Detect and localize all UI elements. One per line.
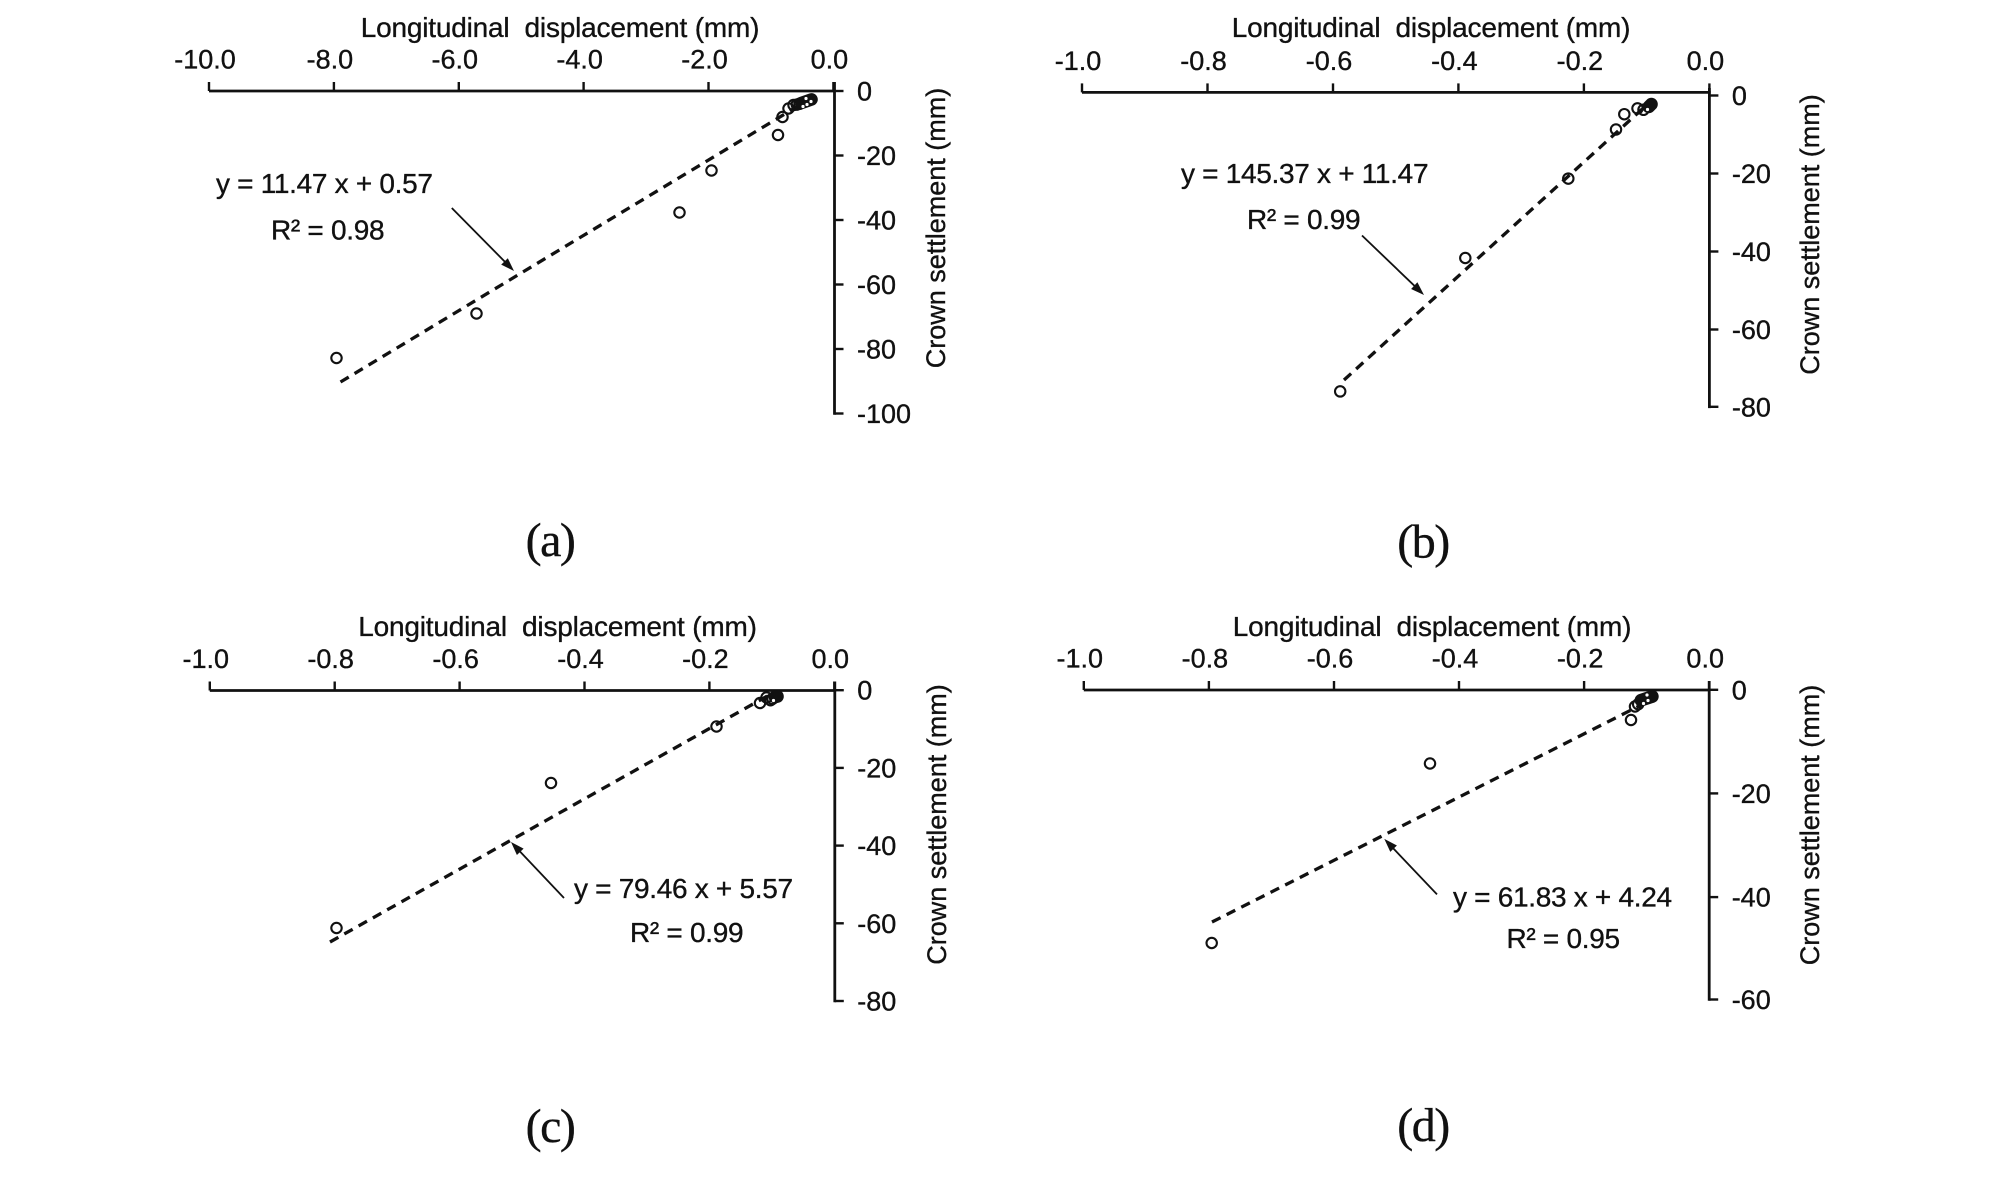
svg-text:-100: -100 [857,399,911,429]
svg-text:-0.8: -0.8 [307,644,354,674]
svg-text:(c): (c) [526,1100,575,1153]
svg-text:y = 145.37 x + 11.47: y = 145.37 x + 11.47 [1181,158,1428,189]
svg-text:0: 0 [857,77,872,107]
svg-text:(a): (a) [526,514,575,567]
svg-text:-6.0: -6.0 [432,45,479,75]
svg-text:0.0: 0.0 [1687,46,1725,76]
svg-text:Crown settlement (mm): Crown settlement (mm) [1795,94,1825,375]
svg-text:Longitudinal displacement (mm: Longitudinal displacement (mm) [1233,611,1631,642]
svg-text:y = 79.46 x + 5.57: y = 79.46 x + 5.57 [574,873,793,904]
svg-text:-0.6: -0.6 [432,644,479,674]
svg-text:Longitudinal displacement (mm: Longitudinal displacement (mm) [361,12,759,43]
svg-text:-60: -60 [1732,315,1771,345]
svg-text:-80: -80 [857,335,896,365]
svg-text:-40: -40 [1732,883,1771,913]
svg-text:-40: -40 [857,831,896,861]
svg-text:0: 0 [1732,81,1747,111]
svg-text:-0.6: -0.6 [1307,644,1354,674]
svg-text:y = 11.47 x + 0.57: y = 11.47 x + 0.57 [216,168,433,199]
svg-text:(d): (d) [1397,1099,1448,1152]
svg-text:0.0: 0.0 [812,644,850,674]
svg-text:-8.0: -8.0 [307,45,354,75]
svg-text:(b): (b) [1397,516,1448,569]
svg-text:-60: -60 [857,909,896,939]
svg-text:Longitudinal displacement (mm: Longitudinal displacement (mm) [1232,12,1630,43]
svg-text:-60: -60 [857,270,896,300]
svg-text:-0.4: -0.4 [1432,644,1479,674]
svg-text:-0.2: -0.2 [682,644,729,674]
svg-text:-0.8: -0.8 [1180,46,1227,76]
svg-text:-0.4: -0.4 [1431,46,1478,76]
svg-text:-20: -20 [857,141,896,171]
svg-text:0: 0 [1732,675,1747,705]
svg-text:y = 61.83 x + 4.24: y = 61.83 x + 4.24 [1453,882,1672,913]
svg-text:-80: -80 [1732,392,1771,422]
svg-text:-1.0: -1.0 [183,644,230,674]
svg-text:Crown settlement (mm): Crown settlement (mm) [1795,685,1825,966]
svg-text:Longitudinal displacement (mm: Longitudinal displacement (mm) [358,611,756,642]
svg-text:-0.6: -0.6 [1306,46,1353,76]
svg-text:0.0: 0.0 [1686,644,1724,674]
svg-text:-1.0: -1.0 [1057,644,1104,674]
svg-text:R² = 0.95: R² = 0.95 [1507,923,1620,954]
svg-text:0: 0 [857,676,872,706]
svg-text:R² = 0.98: R² = 0.98 [271,215,384,246]
svg-text:-20: -20 [1732,159,1771,189]
svg-text:Crown settlement (mm): Crown settlement (mm) [922,684,952,965]
svg-text:-10.0: -10.0 [174,45,236,75]
svg-text:-80: -80 [857,987,896,1017]
svg-text:0.0: 0.0 [811,45,849,75]
svg-text:-2.0: -2.0 [681,45,728,75]
svg-text:-0.2: -0.2 [1557,644,1604,674]
svg-text:-40: -40 [857,206,896,236]
svg-text:R² = 0.99: R² = 0.99 [1247,204,1360,235]
svg-text:-0.4: -0.4 [557,644,604,674]
svg-text:-60: -60 [1732,985,1771,1015]
svg-text:-0.2: -0.2 [1557,46,1604,76]
svg-text:-20: -20 [1732,779,1771,809]
svg-text:Crown settlement (mm): Crown settlement (mm) [921,88,951,369]
svg-text:R² = 0.99: R² = 0.99 [630,917,743,948]
svg-text:-4.0: -4.0 [556,45,603,75]
svg-text:-1.0: -1.0 [1055,46,1102,76]
svg-text:-20: -20 [857,753,896,783]
svg-text:-40: -40 [1732,237,1771,267]
svg-text:-0.8: -0.8 [1182,644,1229,674]
